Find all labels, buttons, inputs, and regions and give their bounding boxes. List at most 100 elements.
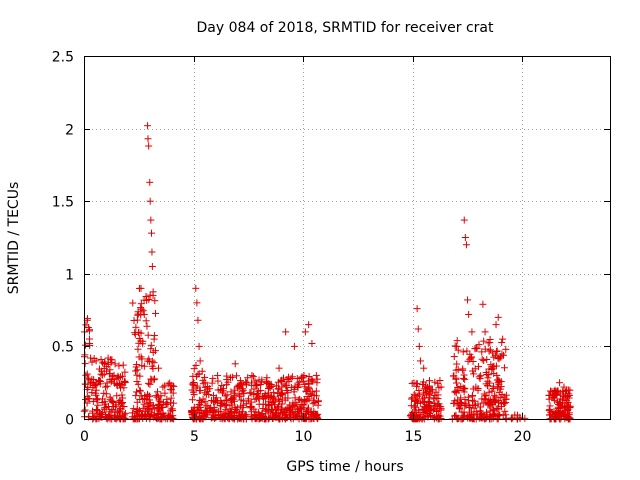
data-point [197,398,205,406]
x-tick-label: 0 [80,429,89,445]
data-point [488,364,496,372]
data-point [461,234,469,241]
data-point [166,385,174,393]
data-point [132,323,140,331]
data-point [474,386,482,394]
data-point [256,387,264,395]
data-point [496,385,504,393]
data-point [148,405,156,413]
data-point [248,372,256,380]
data-point [94,401,102,409]
data-point [133,405,141,413]
data-point [199,415,207,423]
data-point [304,392,312,400]
data-point [424,412,432,420]
data-point [192,284,200,292]
data-point [314,398,322,406]
data-point [231,360,239,368]
data-point [115,362,123,370]
data-point [144,122,152,130]
data-point [137,284,145,292]
data-point [482,392,490,400]
data-point [565,394,573,402]
data-point [259,405,267,413]
data-point [230,415,238,423]
data-point [560,393,568,401]
data-point [117,399,125,407]
data-point [156,404,164,412]
data-point [149,292,157,300]
data-point [494,412,502,420]
data-point [189,407,197,415]
data-point [118,411,126,419]
data-point [210,403,218,411]
data-point [223,391,231,399]
data-point [260,413,268,421]
data-point [485,347,493,355]
data-point [437,403,445,411]
data-point [407,395,415,403]
data-point [118,391,126,399]
data-point [489,363,497,371]
data-point [140,362,148,370]
data-point [229,373,237,381]
data-point [469,358,477,366]
data-point [140,400,148,408]
data-point [101,359,109,367]
data-point [497,353,505,361]
data-point [85,339,93,347]
data-point [469,401,477,409]
data-point [154,388,162,396]
data-point [97,370,105,378]
data-point [475,341,483,349]
data-point [455,386,463,394]
data-point [424,397,432,405]
data-point [432,402,440,410]
data-point [239,401,247,409]
data-point [463,347,471,355]
data-point [132,388,140,396]
data-point [252,395,260,403]
data-point [211,397,219,405]
data-point [142,292,150,300]
data-point [289,408,297,416]
data-point [161,382,169,390]
data-point [426,390,434,398]
y-tick-label: 2.5 [52,50,74,66]
data-point [244,397,252,405]
data-point [454,383,462,391]
data-point [408,379,416,387]
data-point [159,383,167,391]
data-point [423,405,431,413]
data-point [85,374,93,382]
data-point [130,405,138,413]
data-point [435,384,443,392]
data-point [279,374,287,382]
data-point [102,414,110,422]
data-point [190,365,198,373]
data-point [468,353,476,361]
data-point [206,385,214,393]
data-point [98,367,106,375]
data-point [145,392,153,400]
data-point [146,178,154,186]
data-point [120,414,128,422]
data-point [132,363,140,371]
data-point [428,406,436,414]
data-point [454,346,462,354]
data-point [134,345,142,353]
data-point [497,403,505,411]
data-point [414,325,422,333]
data-point [410,390,418,398]
data-point [434,395,442,403]
data-point [151,297,159,305]
data-point [492,352,500,360]
data-point [465,403,473,411]
data-point [152,309,160,317]
data-point [85,327,93,335]
data-point [477,403,485,411]
data-point [473,411,481,419]
x-tick-label: 15 [405,429,423,445]
data-point [225,411,233,419]
data-point [121,378,129,386]
